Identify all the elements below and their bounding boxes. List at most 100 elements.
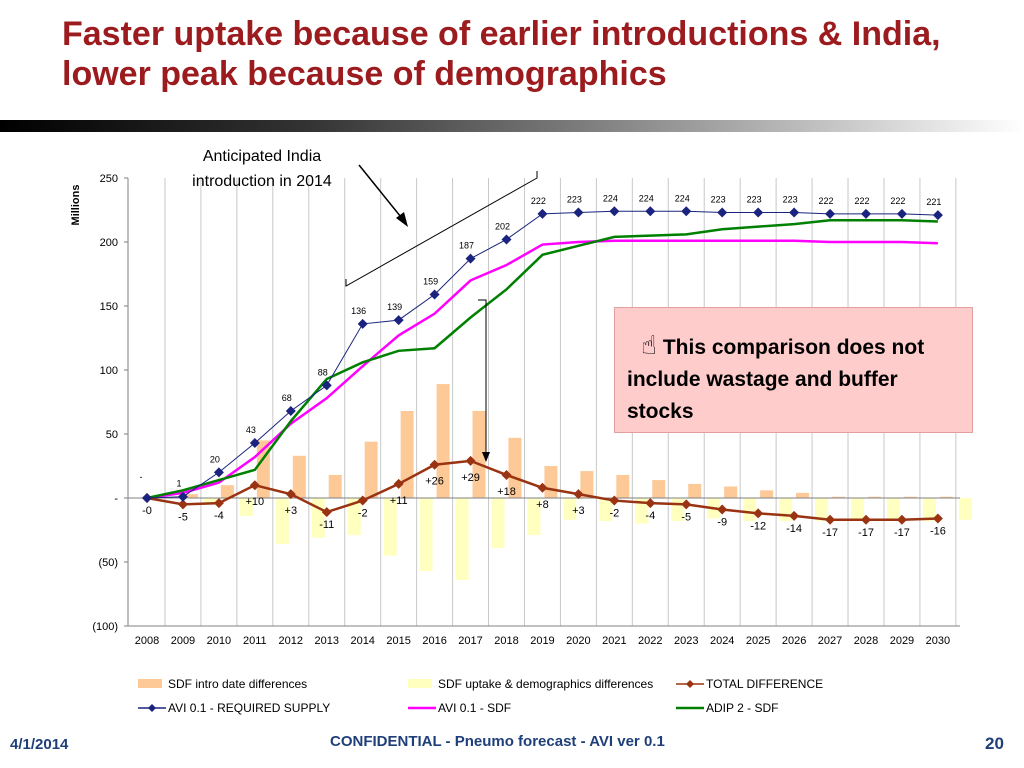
x-tick-label: 2029 (890, 635, 914, 647)
bar-intro (652, 480, 666, 498)
series-marker (213, 467, 224, 478)
y-axis-label: Millions (70, 185, 82, 226)
x-tick-label: 2014 (350, 635, 374, 647)
required-supply-label: 222 (819, 196, 834, 206)
difference-arrow (478, 299, 487, 455)
total-difference-label: -11 (319, 519, 334, 531)
series-marker (142, 493, 152, 503)
bar-intro (400, 410, 414, 498)
bar-uptake (239, 498, 253, 516)
x-tick-label: 2013 (315, 635, 339, 647)
series-marker (537, 482, 548, 493)
series-marker (932, 210, 943, 221)
required-supply-label: 136 (351, 306, 366, 316)
bar-intro (867, 496, 881, 498)
x-tick-label: 2017 (458, 635, 482, 647)
bar-uptake (491, 498, 505, 548)
series-marker (357, 318, 368, 329)
india-annotation: Anticipated India introduction in 2014 (192, 148, 538, 462)
total-difference-label: +3 (572, 505, 585, 517)
series-marker (896, 514, 907, 525)
series-marker (645, 206, 656, 217)
series-marker (249, 480, 260, 491)
bar-intro (364, 441, 378, 498)
x-tick-label: 2028 (854, 635, 878, 647)
x-tick-label: 2018 (494, 635, 518, 647)
series-marker (681, 206, 692, 217)
total-difference-label: -5 (178, 511, 188, 523)
required-supply-label: 222 (890, 196, 905, 206)
series-marker (717, 207, 728, 218)
total-difference-label: -17 (894, 527, 910, 539)
series-marker (357, 495, 368, 506)
legend-swatch (408, 679, 432, 688)
bar-uptake (419, 498, 433, 571)
required-supply-label: 224 (639, 193, 654, 203)
bar-intro (939, 496, 953, 498)
legend-label: AVI 0.1 - REQUIRED SUPPLY (168, 701, 330, 715)
difference-arrowhead (482, 452, 490, 462)
series-marker (753, 508, 764, 519)
series-marker (717, 504, 728, 515)
total-difference-label: +3 (285, 505, 298, 517)
x-tick-label: 2019 (530, 635, 554, 647)
series-marker (825, 208, 836, 219)
bar-intro (724, 486, 738, 498)
series-marker (789, 510, 800, 521)
total-difference-label: +8 (536, 499, 549, 511)
total-difference-label: -2 (609, 508, 619, 520)
total-difference-label: -17 (822, 527, 838, 539)
total-difference-label: +29 (461, 472, 480, 484)
series-marker (896, 208, 907, 219)
total-difference-label: -2 (358, 508, 368, 520)
series-line (146, 239, 938, 500)
legend-marker (686, 680, 694, 688)
x-tick-label: 2026 (782, 635, 806, 647)
bar-intro (832, 496, 846, 498)
series-marker (537, 208, 548, 219)
series-marker (573, 207, 584, 218)
required-supply-label: 223 (567, 195, 582, 205)
bar-uptake (815, 498, 829, 522)
bar-intro (544, 466, 558, 498)
bar-intro (328, 474, 342, 498)
required-supply-label: 222 (854, 196, 869, 206)
legend-swatch (138, 679, 162, 688)
series-line (146, 218, 938, 500)
total-difference-label: -5 (681, 511, 691, 523)
total-difference-label: -14 (786, 523, 802, 535)
bar-uptake (563, 498, 577, 520)
x-tick-label: 2020 (566, 635, 590, 647)
bar-intro (688, 483, 702, 498)
series-marker (501, 234, 512, 245)
pointing-hand-icon: ☝ (641, 331, 657, 361)
bar-intro (292, 455, 306, 498)
bar-uptake (311, 498, 325, 538)
total-difference-label: +26 (425, 476, 444, 488)
bar-uptake (779, 498, 793, 522)
required-supply-label: - (140, 472, 143, 482)
total-difference-label: -17 (858, 527, 874, 539)
bar-uptake (383, 498, 397, 556)
required-supply-label: 224 (675, 193, 690, 203)
x-tick-label: 2024 (710, 635, 734, 647)
series-marker (465, 253, 476, 264)
annotation-text-line1: Anticipated India (203, 148, 321, 165)
bar-intro (760, 490, 774, 498)
y-tick-label: 200 (100, 237, 118, 249)
y-tick-label: (50) (98, 557, 118, 569)
x-tick-label: 2008 (135, 635, 159, 647)
required-supply-label: 202 (495, 221, 510, 231)
legend-label: AVI 0.1 - SDF (438, 701, 511, 715)
legend-label: TOTAL DIFFERENCE (706, 677, 823, 691)
bar-intro (903, 496, 917, 498)
required-supply-label: 88 (318, 367, 328, 377)
total-difference-label: +18 (497, 486, 516, 498)
series-marker (249, 437, 260, 448)
bar-intro (184, 494, 198, 498)
total-difference-label: -16 (930, 525, 946, 537)
y-tick-label: - (114, 493, 118, 505)
x-tick-label: 2030 (926, 635, 950, 647)
series-marker (645, 498, 656, 509)
